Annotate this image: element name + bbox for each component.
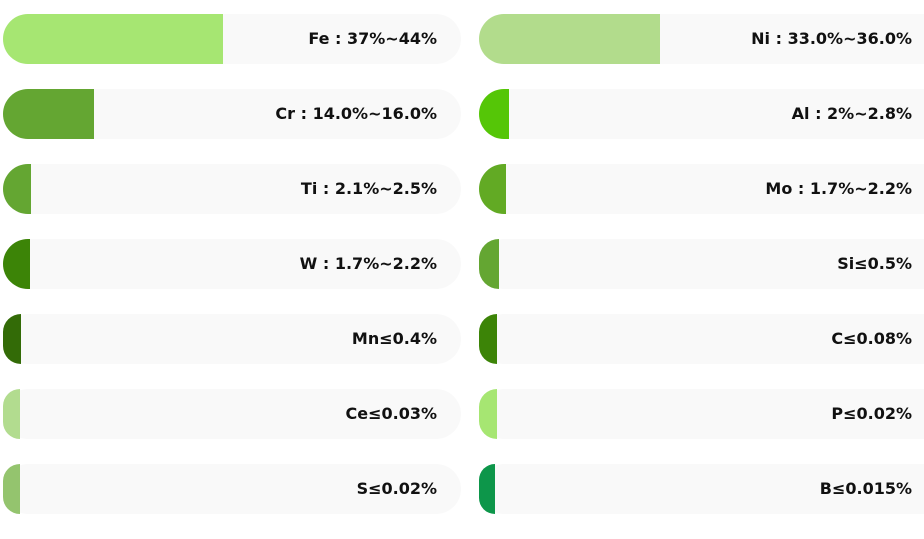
bar-row: W : 1.7%~2.2% <box>3 239 461 289</box>
bar-row: C≤0.08% <box>479 314 924 364</box>
bar-label: W : 1.7%~2.2% <box>299 254 437 273</box>
bar-fill <box>479 389 497 439</box>
bar-fill <box>479 14 661 64</box>
bar-label: Ce≤0.03% <box>345 404 437 423</box>
bar-fill <box>479 89 509 139</box>
bar-label: Ti : 2.1%~2.5% <box>300 179 437 198</box>
bar-fill <box>3 164 32 214</box>
bar-row: Ni : 33.0%~36.0% <box>479 14 924 64</box>
bar-row: Fe : 37%~44% <box>3 14 461 64</box>
bar-row: Ti : 2.1%~2.5% <box>3 164 461 214</box>
bar-fill <box>3 389 20 439</box>
bar-row: Si≤0.5% <box>479 239 924 289</box>
bar-fill <box>3 314 22 364</box>
bar-label: P≤0.02% <box>831 404 912 423</box>
bar-row: Ce≤0.03% <box>3 389 461 439</box>
bar-label: Mn≤0.4% <box>351 329 437 348</box>
bar-label: Mo : 1.7%~2.2% <box>765 179 912 198</box>
bar-label: Al : 2%~2.8% <box>791 104 912 123</box>
bar-fill <box>3 239 30 289</box>
bar-row: Cr : 14.0%~16.0% <box>3 89 461 139</box>
bar-row: B≤0.015% <box>479 464 924 514</box>
bar-fill <box>3 89 94 139</box>
bar-label: Ni : 33.0%~36.0% <box>751 29 912 48</box>
bar-label: Fe : 37%~44% <box>308 29 437 48</box>
left-column: Fe : 37%~44% Cr : 14.0%~16.0% Ti : 2.1%~2.… <box>3 14 461 539</box>
bar-row: Al : 2%~2.8% <box>479 89 924 139</box>
bar-fill <box>479 239 500 289</box>
bar-fill <box>479 314 497 364</box>
bar-label: B≤0.015% <box>819 479 912 498</box>
bar-fill <box>3 14 223 64</box>
bar-fill <box>479 464 496 514</box>
bar-row: P≤0.02% <box>479 389 924 439</box>
bar-row: Mn≤0.4% <box>3 314 461 364</box>
bar-fill <box>3 464 20 514</box>
bar-fill <box>479 164 507 214</box>
bar-label: S≤0.02% <box>356 479 437 498</box>
bar-row: S≤0.02% <box>3 464 461 514</box>
bar-label: Si≤0.5% <box>837 254 912 273</box>
right-column: Ni : 33.0%~36.0% Al : 2%~2.8% Mo : 1.7%~2.… <box>479 14 924 539</box>
bar-label: C≤0.08% <box>831 329 912 348</box>
bar-label: Cr : 14.0%~16.0% <box>275 104 437 123</box>
bar-row: Mo : 1.7%~2.2% <box>479 164 924 214</box>
